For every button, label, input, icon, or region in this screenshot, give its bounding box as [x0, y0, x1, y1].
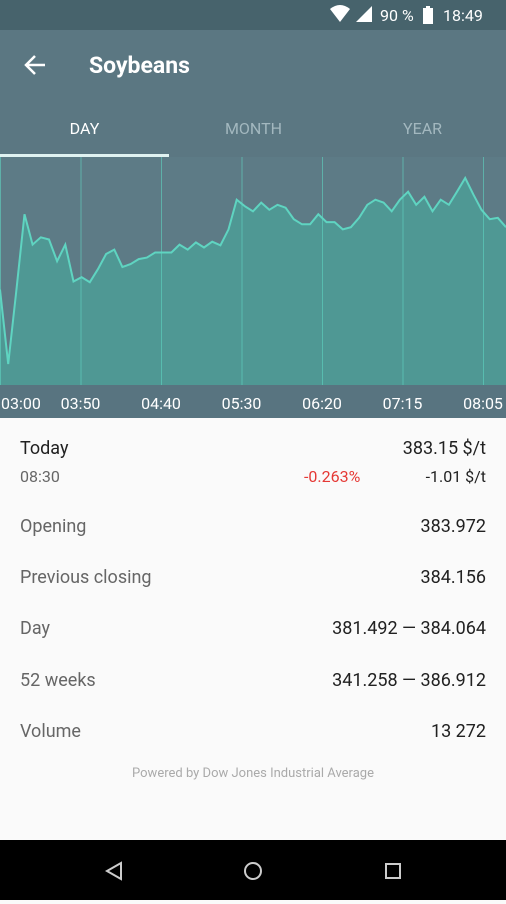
today: Today — [20, 438, 69, 459]
back-button[interactable] — [21, 50, 51, 80]
detail-row: Volume 13 272 — [20, 721, 486, 742]
detail-row: Day 381.492 — 384.064 — [20, 618, 486, 639]
app-bar: Soybeans DAY MONTH YEAR — [0, 30, 506, 157]
detail-value: 384.156 — [420, 567, 486, 588]
detail-value: 341.258 — 386.912 — [332, 670, 486, 691]
detail-value: 381.492 — 384.064 — [332, 618, 486, 639]
x-tick-label: 04:40 — [141, 394, 181, 413]
x-tick-label: 08:05 — [463, 394, 503, 413]
chart: 03:00 03:50 04:40 05:30 06:20 07:15 08:05 — [0, 157, 506, 418]
x-tick-label: 03:00 — [1, 394, 41, 413]
details-card: Today 383.15 $/t 08:30 -0.263% -1.01 $/t Op… — [0, 418, 506, 840]
status-bar: 90 % 18:49 — [0, 0, 506, 30]
clock: 18:49 — [443, 6, 483, 25]
tab[interactable]: YEAR — [403, 119, 442, 138]
recents-nav[interactable] — [385, 863, 401, 879]
footer: Powered by Dow Jones Industrial Average — [132, 766, 374, 781]
tab[interactable]: DAY — [69, 119, 100, 138]
x-tick-label: 05:30 — [222, 394, 262, 413]
x-tick-label: 06:20 — [302, 394, 342, 413]
detail-row: Previous closing 384.156 — [20, 567, 486, 588]
axis-background — [0, 385, 506, 418]
change-percent: -0.263% — [304, 467, 361, 486]
change: -1.01 $/t — [425, 467, 486, 486]
detail-label: Previous closing — [20, 567, 152, 588]
detail-label: Day — [20, 618, 50, 639]
detail-label: Opening — [20, 516, 87, 537]
title: Soybeans — [89, 52, 190, 79]
nav-buttons — [104, 861, 401, 881]
summary-sub: 08:30 -0.263% -1.01 $/t — [20, 467, 486, 486]
summary-label: Today 383.15 $/t — [20, 438, 486, 459]
detail-row: Opening 383.972 — [20, 516, 486, 537]
detail-row: 52 weeks 341.258 — 386.912 — [20, 670, 486, 691]
nav-bar — [0, 840, 506, 900]
tab[interactable]: MONTH — [224, 119, 283, 138]
area-fill — [0, 178, 506, 385]
back-nav[interactable] — [104, 861, 122, 881]
detail-label: 52 weeks — [20, 670, 96, 691]
time: 08:30 — [20, 467, 60, 486]
battery-icon — [423, 6, 433, 24]
tab-indicator — [0, 154, 169, 157]
x-tick-label: 07:15 — [383, 394, 423, 413]
detail-value: 383.972 — [420, 516, 486, 537]
price: 383.15 $/t — [402, 438, 486, 459]
battery-text: 90 % — [380, 6, 414, 25]
detail-value: 13 272 — [430, 721, 486, 742]
detail-label: Volume — [20, 721, 81, 742]
home-nav[interactable] — [244, 862, 262, 880]
x-tick-label: 03:50 — [61, 394, 101, 413]
line — [0, 175, 506, 365]
